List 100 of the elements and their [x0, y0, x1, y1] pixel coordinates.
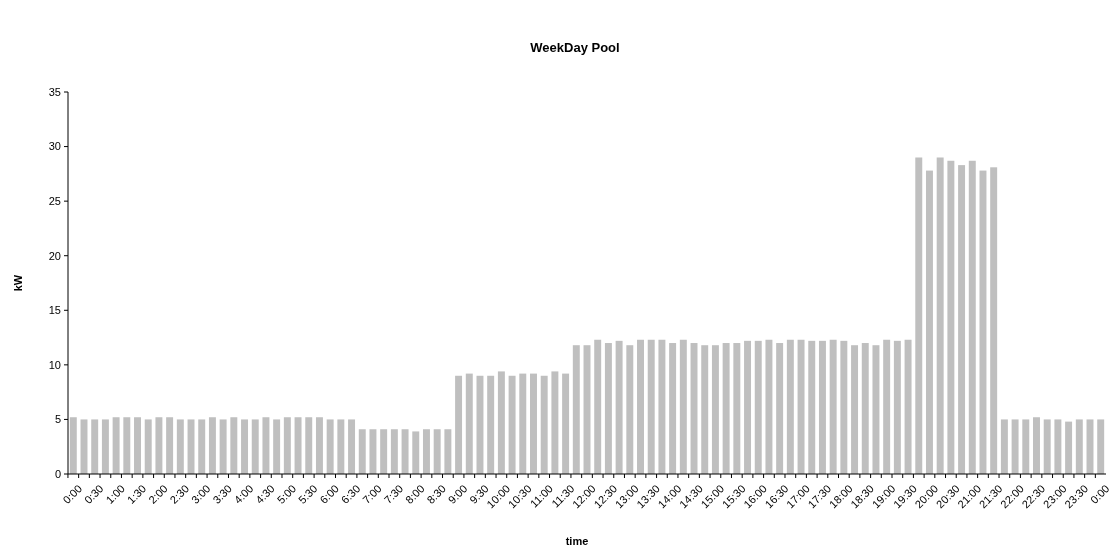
- chart-title: WeekDay Pool: [530, 40, 620, 55]
- bar: [1043, 419, 1051, 474]
- bar: [1075, 419, 1083, 474]
- bar: [829, 339, 837, 474]
- bar: [412, 431, 420, 474]
- y-tick-label: 30: [48, 140, 61, 153]
- bar: [1011, 419, 1019, 474]
- bar: [465, 373, 473, 474]
- bar: [658, 339, 666, 474]
- bar: [1033, 417, 1040, 474]
- bar: [562, 373, 570, 474]
- bar: [936, 157, 944, 474]
- bar: [241, 419, 249, 474]
- bar: [530, 373, 537, 474]
- bar: [840, 340, 848, 474]
- bar: [283, 417, 291, 474]
- bar: [455, 375, 463, 474]
- bar: [637, 339, 644, 474]
- bar: [369, 429, 377, 474]
- bar: [883, 339, 891, 474]
- bar: [604, 343, 612, 474]
- bar: [390, 429, 398, 474]
- bar: [904, 339, 912, 474]
- bar: [893, 340, 901, 474]
- y-tick-label: 20: [48, 249, 61, 262]
- bar: [968, 160, 976, 474]
- bar: [540, 375, 548, 474]
- y-tick-label: 0: [54, 467, 61, 480]
- bar: [765, 339, 773, 474]
- bar: [294, 417, 302, 474]
- bar: [380, 429, 388, 474]
- bar: [733, 343, 741, 474]
- bar: [69, 417, 77, 474]
- y-axis-title: kW: [12, 274, 24, 292]
- bar: [915, 157, 923, 474]
- bar: [754, 340, 762, 474]
- bar: [711, 345, 719, 474]
- bar: [551, 371, 559, 474]
- bar: [669, 343, 677, 474]
- bar: [797, 339, 805, 474]
- bar: [134, 417, 141, 474]
- bar: [487, 375, 495, 474]
- y-tick-label: 10: [48, 358, 61, 371]
- bar: [176, 419, 184, 474]
- bar: [572, 345, 580, 474]
- bar: [337, 419, 345, 474]
- bar: [348, 419, 356, 474]
- bar: [166, 417, 174, 474]
- bar: [1022, 419, 1030, 474]
- bar: [315, 417, 323, 474]
- bar: [1097, 419, 1105, 474]
- x-tick-label: 7:00: [360, 482, 384, 507]
- bar: [701, 345, 709, 474]
- bar: [679, 339, 687, 474]
- bar: [958, 165, 966, 474]
- bar: [722, 343, 730, 474]
- bar: [925, 170, 933, 474]
- bar: [198, 419, 206, 474]
- bar: [519, 373, 527, 474]
- bar: [744, 340, 752, 474]
- x-tick-label: 4:00: [231, 482, 256, 507]
- bar: [305, 417, 313, 474]
- bar: [626, 345, 634, 474]
- bar: [990, 167, 998, 474]
- bar: [326, 419, 334, 474]
- bar: [208, 417, 216, 474]
- bar: [851, 345, 859, 474]
- bar: [273, 419, 281, 474]
- bar: [615, 340, 623, 474]
- bar: [401, 429, 409, 474]
- bar: [872, 345, 880, 474]
- bar: [123, 417, 131, 474]
- bar: [219, 419, 227, 474]
- bar: [433, 429, 441, 474]
- x-tick-label: 7:30: [381, 482, 406, 507]
- bar: [818, 340, 826, 474]
- bar: [444, 429, 452, 474]
- bar: [1000, 419, 1008, 474]
- bar: [358, 429, 366, 474]
- bar: [112, 417, 120, 474]
- bar: [808, 340, 816, 474]
- y-tick-label: 15: [48, 304, 61, 317]
- bar: [861, 343, 869, 474]
- x-tick-label: 0:00: [1087, 482, 1110, 507]
- x-tick-label: 4:30: [253, 482, 277, 507]
- bar: [1054, 419, 1062, 474]
- bar: [508, 375, 516, 474]
- bar: [101, 419, 109, 474]
- bar: [647, 339, 655, 474]
- bar: [947, 160, 955, 474]
- y-tick-label: 35: [48, 85, 61, 98]
- bar: [776, 343, 784, 474]
- y-tick-label: 5: [54, 413, 61, 426]
- bar: [144, 419, 152, 474]
- bar: [1065, 421, 1073, 474]
- x-axis-title: time: [565, 535, 589, 547]
- bar: [262, 417, 270, 474]
- bar: [497, 371, 505, 474]
- bar: [594, 339, 602, 474]
- bar: [230, 417, 238, 474]
